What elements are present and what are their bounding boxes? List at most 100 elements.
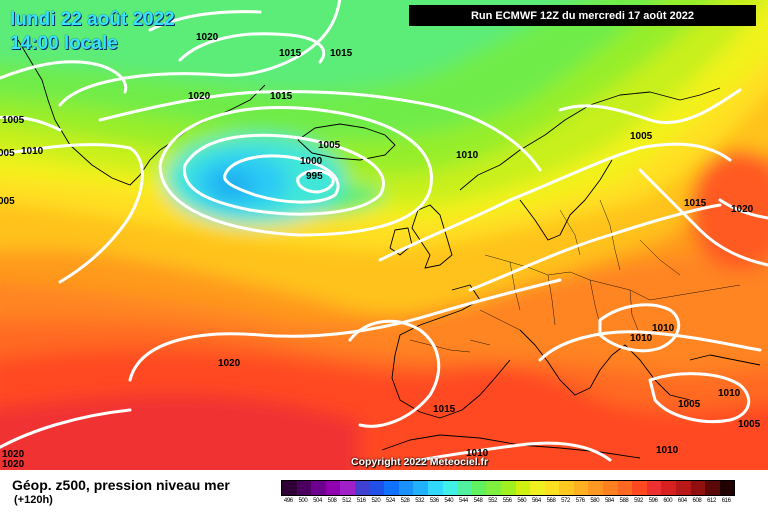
isobar-label: 1010: [456, 150, 479, 161]
legend-swatch: [603, 481, 618, 495]
legend-tick-label: 616: [721, 498, 731, 504]
isobar-1015-greenland: [178, 32, 326, 64]
isobar-1000: [223, 154, 340, 204]
legend-swatch: [311, 481, 326, 495]
isobar-1020-top: [148, 10, 262, 32]
legend-swatch: [457, 481, 472, 495]
isobar-label: 1010: [21, 146, 44, 157]
france-iberia-coast: [391, 284, 511, 419]
legend-swatch: [384, 481, 399, 495]
legend-tick-label: 552: [488, 498, 498, 504]
isobar-1015-ne: [638, 168, 768, 267]
forecast-horizon: (+120h): [14, 494, 53, 506]
isobar-label: 1010: [656, 445, 679, 456]
forecast-date: lundi 22 août 2022: [10, 9, 175, 30]
legend-tick-label: 516: [356, 498, 366, 504]
isobar-1010-balkans: [598, 303, 681, 353]
legend-swatch: [471, 481, 487, 495]
legend-swatch: [442, 481, 458, 495]
isobar-label: 1020: [218, 358, 241, 369]
isobar-label: 1020: [2, 459, 25, 470]
isobar-1010-south: [418, 441, 612, 462]
isobar-1005-low: [183, 133, 385, 216]
legend-tick-label: 580: [590, 498, 600, 504]
legend-tick-label: 572: [561, 498, 570, 504]
legend-swatch: [340, 481, 355, 495]
legend-tick-label: 548: [473, 498, 483, 504]
legend-swatch: [354, 481, 370, 495]
isobar-label: 1020: [188, 91, 211, 102]
isobar-1010-low: [158, 106, 433, 237]
legend-tick-label: 556: [502, 498, 512, 504]
isobar-1005-west: [0, 115, 62, 132]
copyright-notice: Copyright 2022 Meteociel.fr: [351, 456, 489, 468]
legend-tick-label: 596: [648, 498, 658, 504]
isobar-label: 1015: [279, 48, 302, 59]
isobar-label: 1000: [300, 156, 323, 167]
legend-swatch: [427, 481, 443, 495]
legend-swatch: [617, 481, 633, 495]
coastlines: [17, 39, 761, 459]
isobar-label: 1015: [270, 91, 293, 102]
legend-tick-label: 540: [444, 498, 454, 504]
turkey-coast: [689, 354, 761, 366]
legend-swatch: [369, 481, 385, 495]
isobar-1020-sw: [0, 408, 132, 450]
isobar-labels: 1020 1015 1015 1020 1015 1005 1010 005 0…: [0, 32, 761, 470]
legend-tick-label: 612: [707, 498, 716, 504]
isobar-label: 1005: [630, 131, 653, 142]
run-info-box: Run ECMWF 12Z du mercredi 17 août 2022: [409, 5, 756, 26]
isobar-label: 1010: [718, 388, 741, 399]
legend-swatch: [500, 481, 516, 495]
legend-tick-label: 508: [327, 498, 337, 504]
isobar-label: 1015: [330, 48, 353, 59]
legend-tick-label: 576: [575, 498, 585, 504]
isobar-label: 1005: [318, 140, 341, 151]
legend-tick-label: 512: [342, 498, 352, 504]
isobar-label: 005: [0, 196, 15, 207]
legend-tick-label: 600: [663, 498, 673, 504]
legend-tick-label: 604: [677, 498, 687, 504]
legend-swatch: [676, 481, 691, 495]
legend-tick-label: 536: [429, 498, 439, 504]
legend-tick-label: 608: [692, 498, 702, 504]
legend-tick-label: 500: [298, 498, 308, 504]
isobar-label: 1020: [2, 449, 25, 460]
legend-swatch: [705, 481, 720, 495]
isobars: [0, 0, 768, 460]
iceland-coast: [297, 123, 396, 161]
band-588: [0, 393, 360, 470]
british-isles-coast: [389, 204, 453, 269]
legend-swatch: [325, 481, 341, 495]
isobar-label: 1020: [731, 204, 754, 215]
isobar-label: 1010: [630, 333, 653, 344]
legend-swatch: [559, 481, 574, 495]
isobar-label: 1010: [652, 323, 675, 334]
product-title: Géop. z500, pression niveau mer: [12, 477, 230, 493]
legend-swatch: [573, 481, 589, 495]
isobar-label: 1005: [678, 399, 701, 410]
isobar-label: 1015: [433, 404, 456, 415]
isobar-1020-west: [0, 60, 128, 94]
forecast-map: 1020 1015 1015 1020 1015 1005 1010 005 0…: [0, 0, 768, 470]
isobar-label: 1020: [196, 32, 219, 43]
isobar-1010-atl: [378, 142, 732, 262]
legend-swatch: [690, 481, 706, 495]
legend-swatch: [296, 481, 312, 495]
isobar-1015-north: [58, 0, 342, 107]
isobar-1005-ne: [558, 88, 742, 125]
legend-swatch: [719, 481, 735, 495]
legend-tick-label: 588: [619, 498, 629, 504]
isobar-1015-arc: [98, 90, 542, 172]
isobar-1020-atl: [128, 278, 562, 382]
legend-tick-label: 560: [517, 498, 527, 504]
isobar-1010-east: [538, 330, 762, 362]
isobar-label: 005: [0, 148, 15, 159]
color-legend-labels: 496 500 504 508 512 516 520 524 528 532 536 540 544 5…: [281, 498, 733, 504]
color-legend: [281, 480, 736, 496]
legend-tick-label: 544: [459, 498, 468, 504]
legend-tick-label: 528: [400, 498, 410, 504]
legend-tick-label: 532: [415, 498, 425, 504]
legend-tick-label: 496: [283, 498, 293, 504]
legend-swatch: [661, 481, 677, 495]
